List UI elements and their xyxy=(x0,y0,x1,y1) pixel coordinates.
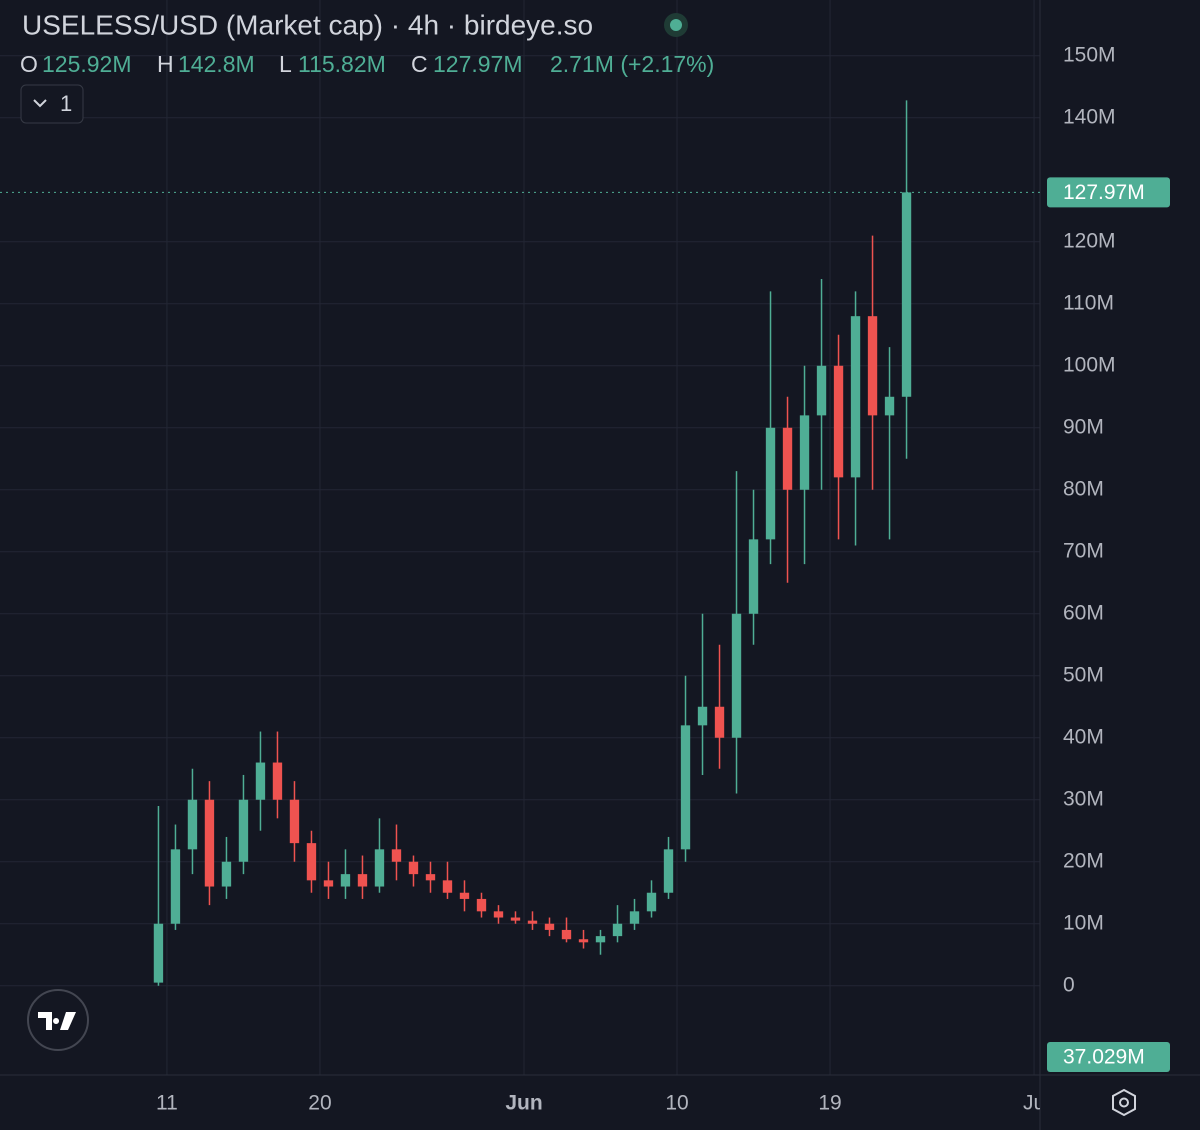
l-label: L xyxy=(279,51,292,77)
x-tick-label: Jun xyxy=(505,1092,542,1115)
candle-body xyxy=(850,316,861,478)
x-tick-label: Ju xyxy=(1023,1092,1045,1115)
candle-body xyxy=(425,874,436,881)
candle-body xyxy=(442,880,453,893)
candle-body xyxy=(170,849,181,924)
candle-body xyxy=(629,911,640,924)
candle-body xyxy=(204,799,215,887)
c-label: C xyxy=(411,51,428,77)
ohlc-legend: O 125.92M H 142.8M L 115.82M C 127.97M 2… xyxy=(20,51,714,77)
candle-body xyxy=(816,365,827,416)
candle-body xyxy=(374,849,385,887)
indicator-count: 1 xyxy=(60,91,72,116)
candle-body xyxy=(765,427,776,540)
grid xyxy=(0,0,1040,1075)
y-tick-label: 90M xyxy=(1063,415,1104,438)
y-tick-label: 40M xyxy=(1063,725,1104,748)
candle-body xyxy=(731,613,742,738)
candle-body xyxy=(799,415,810,490)
high-value: 142.8M xyxy=(178,51,255,77)
candle-body xyxy=(833,365,844,478)
settings-icon[interactable] xyxy=(1112,1088,1136,1117)
o-label: O xyxy=(20,51,38,77)
settings-hex[interactable] xyxy=(1112,1088,1136,1117)
candle-body xyxy=(561,929,572,940)
candle-body xyxy=(408,861,419,875)
candle-body xyxy=(527,920,538,924)
candle-body xyxy=(238,799,249,862)
candle-body xyxy=(493,911,504,918)
candle-body xyxy=(901,192,912,397)
candle-body xyxy=(476,898,487,912)
y-tick-label: 80M xyxy=(1063,477,1104,500)
candle-body xyxy=(612,923,623,937)
candle-body xyxy=(357,874,368,887)
candle-body xyxy=(306,843,317,881)
y-tick-label: 60M xyxy=(1063,601,1104,624)
x-tick-label: 10 xyxy=(665,1092,688,1115)
y-tick-label: 140M xyxy=(1063,105,1116,128)
candle-body xyxy=(697,706,708,726)
candle-body xyxy=(255,762,266,800)
y-tick-label: 50M xyxy=(1063,663,1104,686)
candle-body xyxy=(289,799,300,844)
toggle-box[interactable] xyxy=(20,84,84,124)
candle-body xyxy=(153,923,164,983)
close-value: 127.97M xyxy=(433,51,523,77)
x-axis: 11 20 Jun 10 19 Ju xyxy=(156,1092,1045,1115)
candle-body xyxy=(680,725,691,850)
settings-dot xyxy=(1119,1097,1129,1108)
y-tick-label: 150M xyxy=(1063,43,1116,66)
candle-body xyxy=(544,923,555,930)
candle-body xyxy=(884,396,895,416)
candle-body xyxy=(391,849,402,862)
volume-badge xyxy=(1047,1042,1170,1072)
candle-body xyxy=(323,880,334,887)
y-tick-label: 30M xyxy=(1063,787,1104,810)
logo-mark xyxy=(38,1012,76,1030)
y-tick-label: 0 xyxy=(1063,973,1075,996)
candle-body xyxy=(221,861,232,887)
candle-body xyxy=(663,849,674,893)
x-tick-label: 11 xyxy=(156,1092,178,1115)
candle-body xyxy=(578,939,589,943)
tv-logo[interactable] xyxy=(27,989,89,1051)
x-tick-label: 20 xyxy=(308,1092,331,1115)
y-tick-label: 20M xyxy=(1063,849,1104,872)
candle-body xyxy=(595,936,606,943)
candle-body xyxy=(714,706,725,738)
chart-title: USELESS/USD (Market cap) · 4h · birdeye.… xyxy=(22,9,593,40)
candle-body xyxy=(646,892,657,912)
candle-body xyxy=(340,874,351,887)
candle-body xyxy=(782,427,793,490)
candles xyxy=(153,100,912,986)
y-tick-label: 110M xyxy=(1063,291,1114,314)
candle-body xyxy=(867,316,878,416)
y-tick-label: 70M xyxy=(1063,539,1104,562)
last-price-badge xyxy=(1047,177,1170,208)
h-label: H xyxy=(157,51,174,77)
chevron xyxy=(33,99,47,108)
change-value: 2.71M (+2.17%) xyxy=(550,51,714,77)
candle-body xyxy=(272,762,283,800)
volume-label: 37.029M xyxy=(1063,1046,1145,1069)
candle-body xyxy=(459,892,470,899)
candle-body xyxy=(510,917,521,921)
y-tick-label: 10M xyxy=(1063,911,1104,934)
candle-body xyxy=(187,799,198,850)
x-tick-label: 19 xyxy=(818,1092,841,1115)
low-value: 115.82M xyxy=(298,51,386,77)
y-axis: 0 10M 20M 30M 40M 50M 60M 70M 80M 90M 100M 110M 120M… xyxy=(1063,43,1116,996)
candle-body xyxy=(748,539,759,614)
last-price-label: 127.97M xyxy=(1063,181,1145,204)
open-value: 125.92M xyxy=(42,51,132,77)
status-dot xyxy=(670,19,682,31)
y-tick-label: 120M xyxy=(1063,229,1116,252)
indicator-toggle[interactable]: 1 xyxy=(20,84,84,124)
y-tick-label: 100M xyxy=(1063,353,1116,376)
